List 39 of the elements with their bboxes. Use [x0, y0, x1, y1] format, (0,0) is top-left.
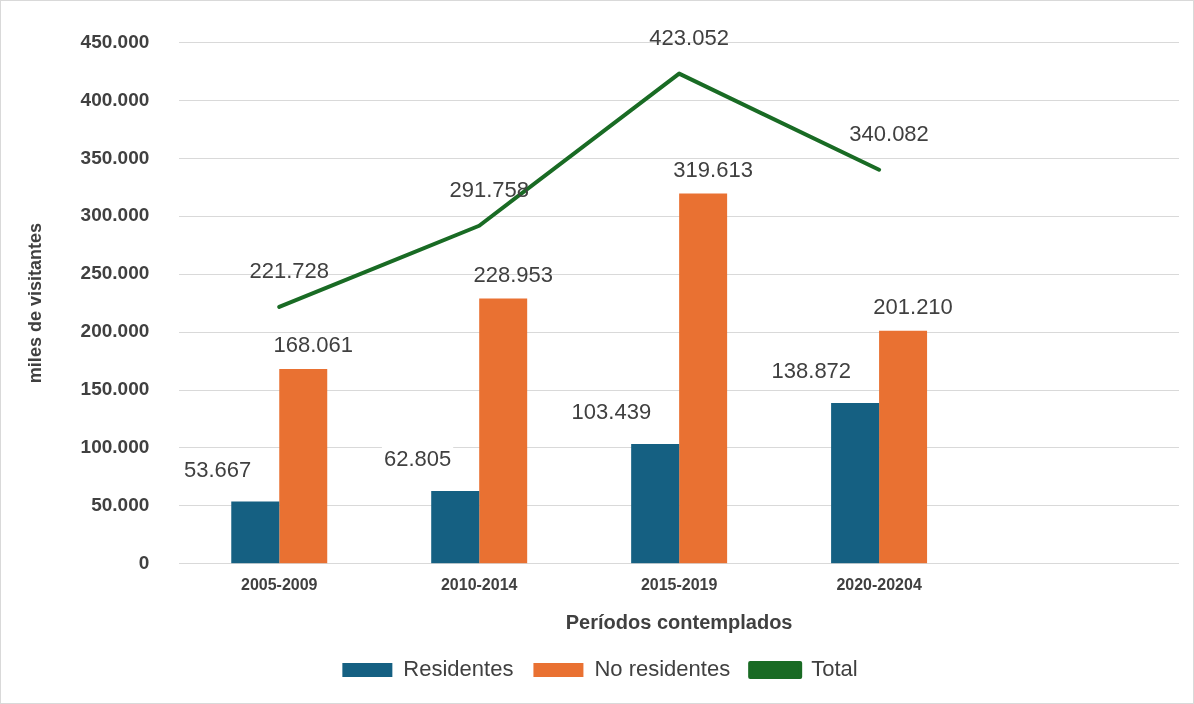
legend-label: No residentes	[594, 656, 731, 682]
bar	[831, 402, 880, 564]
y-tick-label: 200.000	[80, 320, 150, 342]
data-label: 138.872	[771, 357, 852, 383]
data-label: 423.052	[649, 24, 729, 50]
x-tick-label: 2010-2014	[440, 575, 518, 593]
legend-label: Residentes	[403, 656, 514, 682]
bar	[479, 298, 528, 564]
x-axis-title: Períodos contemplados	[565, 610, 793, 633]
bar	[231, 501, 280, 564]
y-tick-label: 400.000	[80, 88, 150, 110]
data-label: 340.082	[849, 120, 929, 146]
bar	[631, 443, 680, 564]
bar	[279, 369, 328, 564]
x-tick-label: 2005-2009	[240, 575, 318, 593]
legend-label: Total	[811, 656, 858, 682]
x-tick-label: 2020-20204	[836, 575, 922, 593]
data-label: 53.667	[183, 456, 252, 482]
bar	[879, 330, 928, 564]
y-axis-title: miles de visitantes	[24, 223, 45, 384]
y-tick-label: 50.000	[91, 494, 150, 516]
y-tick-label: 100.000	[80, 436, 150, 458]
x-tick-label: 2015-2019	[640, 575, 718, 593]
data-label: 319.613	[673, 156, 753, 182]
data-label: 168.061	[273, 332, 354, 358]
data-label: 103.439	[571, 399, 652, 425]
bar	[431, 491, 480, 564]
y-tick-label: 250.000	[80, 262, 150, 284]
data-label: 221.728	[249, 257, 330, 283]
data-label: 291.758	[449, 176, 529, 202]
bar	[679, 193, 728, 564]
y-tick-label: 150.000	[80, 378, 150, 400]
data-label: 228.953	[473, 261, 553, 287]
data-label: 201.210	[873, 293, 953, 319]
data-label: 62.805	[383, 446, 452, 472]
y-tick-label: 0	[138, 552, 150, 574]
y-tick-label: 450.000	[80, 30, 150, 52]
y-tick-label: 350.000	[80, 146, 150, 168]
y-tick-label: 300.000	[80, 204, 150, 226]
